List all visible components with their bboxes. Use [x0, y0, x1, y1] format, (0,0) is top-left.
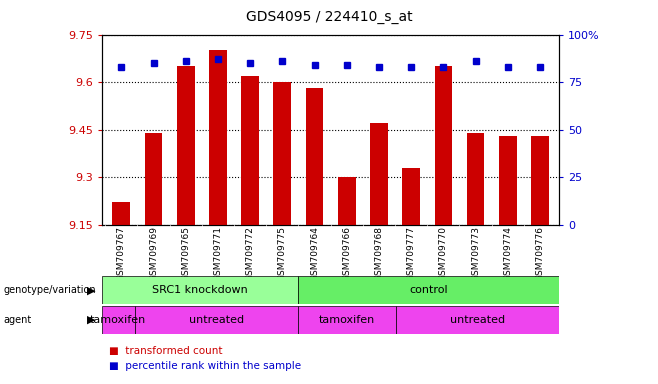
Text: GSM709773: GSM709773	[471, 226, 480, 281]
Text: GSM709767: GSM709767	[117, 226, 126, 281]
Bar	[209, 50, 227, 225]
Bar	[298, 306, 396, 334]
Text: GSM709770: GSM709770	[439, 226, 448, 281]
Text: untreated: untreated	[450, 315, 505, 325]
Bar	[145, 133, 163, 225]
Bar	[396, 306, 559, 334]
Text: ■  transformed count: ■ transformed count	[109, 346, 222, 356]
Text: GSM709774: GSM709774	[503, 226, 513, 281]
Bar	[434, 66, 452, 225]
Text: ▶: ▶	[87, 285, 95, 295]
Text: untreated: untreated	[189, 315, 244, 325]
Text: GSM709769: GSM709769	[149, 226, 158, 281]
Bar	[135, 306, 298, 334]
Text: GSM709775: GSM709775	[278, 226, 287, 281]
Bar	[102, 276, 298, 304]
Bar	[241, 76, 259, 225]
Text: GSM709772: GSM709772	[245, 226, 255, 281]
Text: GSM709776: GSM709776	[536, 226, 544, 281]
Bar	[177, 66, 195, 225]
Bar	[274, 82, 291, 225]
Text: GSM709764: GSM709764	[310, 226, 319, 281]
Text: GSM709768: GSM709768	[374, 226, 384, 281]
Bar	[499, 136, 517, 225]
Text: tamoxifen: tamoxifen	[90, 315, 147, 325]
Text: GSM709766: GSM709766	[342, 226, 351, 281]
Bar	[467, 133, 484, 225]
Text: GSM709771: GSM709771	[213, 226, 222, 281]
Text: ▶: ▶	[87, 315, 95, 325]
Text: GSM709777: GSM709777	[407, 226, 416, 281]
Bar	[338, 177, 355, 225]
Text: SRC1 knockdown: SRC1 knockdown	[152, 285, 248, 295]
Text: agent: agent	[3, 315, 32, 325]
Text: GDS4095 / 224410_s_at: GDS4095 / 224410_s_at	[245, 10, 413, 23]
Bar	[531, 136, 549, 225]
Bar	[402, 167, 420, 225]
Text: tamoxifen: tamoxifen	[319, 315, 375, 325]
Bar	[370, 123, 388, 225]
Bar	[298, 276, 559, 304]
Text: control: control	[409, 285, 448, 295]
Text: ■  percentile rank within the sample: ■ percentile rank within the sample	[109, 361, 301, 371]
Bar	[102, 306, 135, 334]
Text: GSM709765: GSM709765	[181, 226, 190, 281]
Bar	[113, 202, 130, 225]
Text: genotype/variation: genotype/variation	[3, 285, 96, 295]
Bar	[306, 88, 323, 225]
